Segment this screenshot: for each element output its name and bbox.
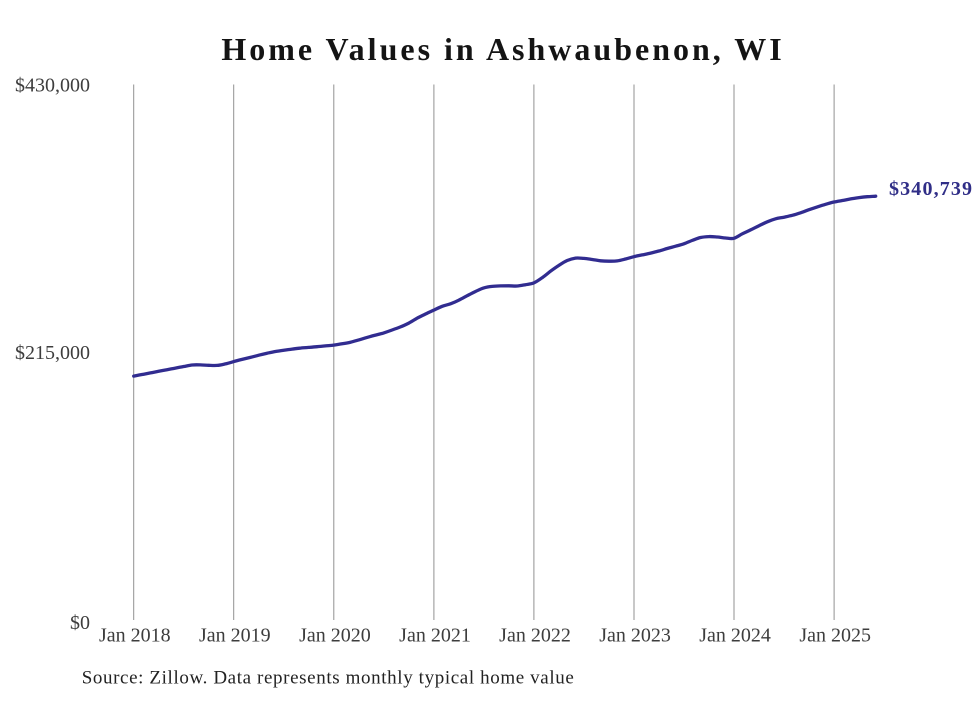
svg-text:Home Values in Ashwaubenon, WI: Home Values in Ashwaubenon, WI xyxy=(221,31,784,67)
svg-text:Jan 2025: Jan 2025 xyxy=(799,625,871,647)
svg-text:$215,000: $215,000 xyxy=(15,342,90,364)
svg-text:Jan 2022: Jan 2022 xyxy=(499,625,571,647)
svg-text:Jan 2024: Jan 2024 xyxy=(699,625,771,647)
svg-text:$430,000: $430,000 xyxy=(15,75,90,97)
svg-text:Jan 2018: Jan 2018 xyxy=(99,625,171,647)
svg-text:Jan 2020: Jan 2020 xyxy=(299,625,371,647)
svg-text:Source: Zillow. Data represent: Source: Zillow. Data represents monthly … xyxy=(82,668,575,689)
svg-text:Jan 2023: Jan 2023 xyxy=(599,625,671,647)
svg-text:Jan 2021: Jan 2021 xyxy=(399,625,471,647)
svg-text:$0: $0 xyxy=(70,612,90,634)
svg-text:Jan 2019: Jan 2019 xyxy=(199,625,271,647)
svg-text:$340,739: $340,739 xyxy=(889,178,973,200)
